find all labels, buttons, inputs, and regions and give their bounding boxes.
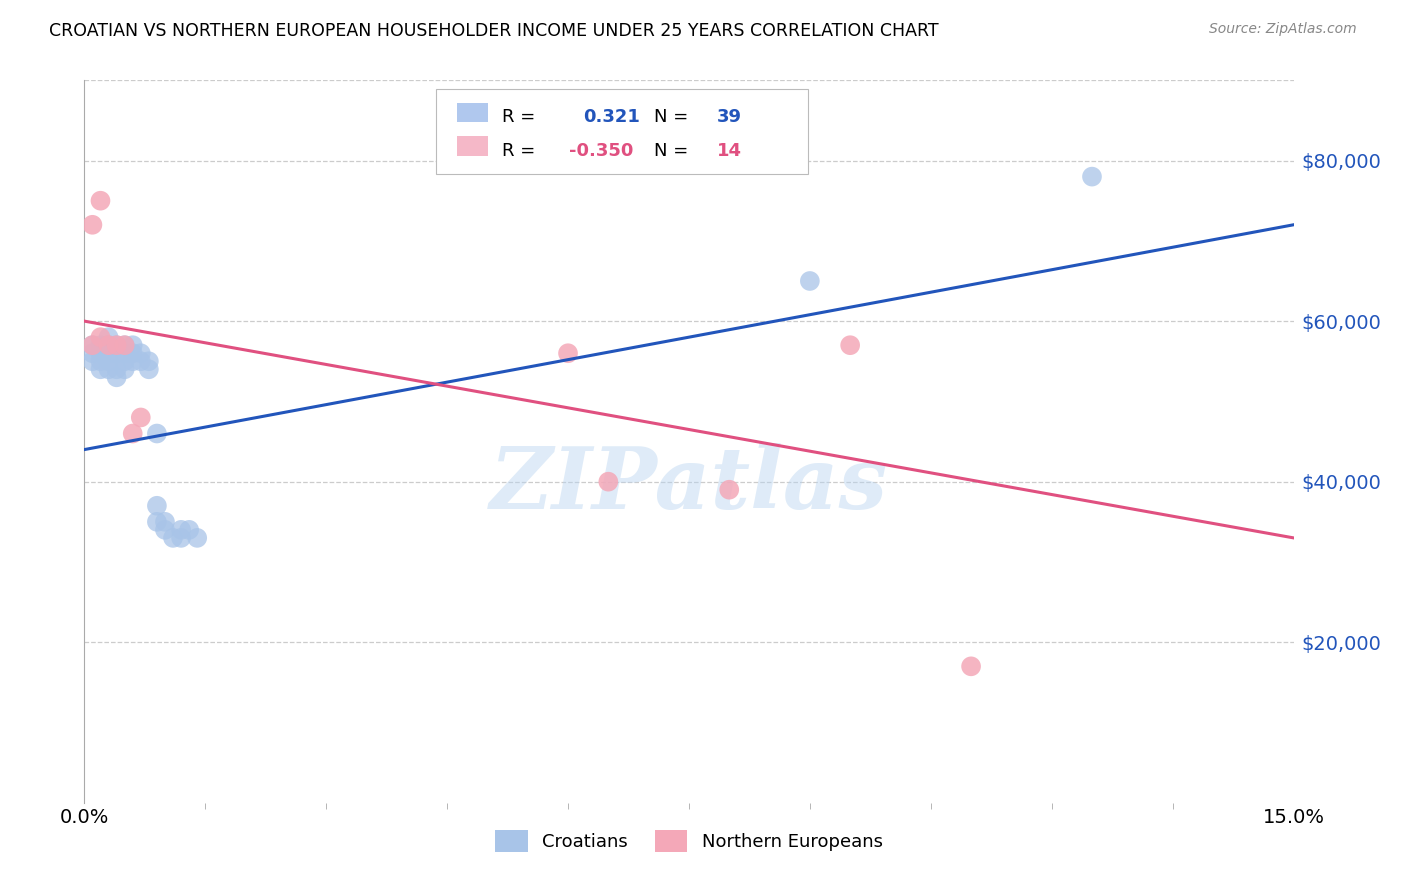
Point <box>138 362 160 376</box>
Point <box>121 426 143 441</box>
Point <box>121 346 143 360</box>
Point <box>82 218 104 232</box>
Point <box>129 346 152 360</box>
Text: N =: N = <box>654 142 688 160</box>
Point <box>162 531 184 545</box>
Point <box>114 346 136 360</box>
Point <box>89 194 111 208</box>
Point <box>97 338 120 352</box>
Point <box>105 346 128 360</box>
Point <box>89 330 111 344</box>
Text: R =: R = <box>502 142 536 160</box>
Point <box>97 362 120 376</box>
Point <box>105 338 128 352</box>
Point <box>114 338 136 352</box>
Point <box>186 531 208 545</box>
Point <box>1081 169 1104 184</box>
Point <box>153 515 176 529</box>
Point <box>105 362 128 376</box>
Point <box>82 354 104 368</box>
Point <box>170 523 193 537</box>
Point <box>129 354 152 368</box>
Point <box>146 515 169 529</box>
Text: 39: 39 <box>717 108 742 126</box>
Point <box>170 531 193 545</box>
Point <box>146 499 169 513</box>
Point <box>82 346 104 360</box>
Text: Source: ZipAtlas.com: Source: ZipAtlas.com <box>1209 22 1357 37</box>
Text: R =: R = <box>502 108 536 126</box>
Point <box>960 659 983 673</box>
Point <box>97 346 120 360</box>
Legend: Croatians, Northern Europeans: Croatians, Northern Europeans <box>488 822 890 859</box>
Point <box>114 338 136 352</box>
Text: 0.321: 0.321 <box>583 108 640 126</box>
Point <box>97 338 120 352</box>
Point <box>129 410 152 425</box>
Point <box>138 354 160 368</box>
Point <box>146 426 169 441</box>
Point <box>114 362 136 376</box>
Point <box>82 338 104 352</box>
Point <box>97 354 120 368</box>
Point <box>89 338 111 352</box>
Point <box>89 362 111 376</box>
Point <box>121 354 143 368</box>
Point <box>82 338 104 352</box>
Text: -0.350: -0.350 <box>569 142 634 160</box>
Point <box>153 523 176 537</box>
Point <box>557 346 579 360</box>
Point <box>179 523 201 537</box>
Point <box>121 338 143 352</box>
Text: ZIPatlas: ZIPatlas <box>489 443 889 526</box>
Point <box>105 370 128 384</box>
Point <box>89 354 111 368</box>
Point <box>89 346 111 360</box>
Point <box>598 475 620 489</box>
Point <box>97 330 120 344</box>
Text: N =: N = <box>654 108 688 126</box>
Text: CROATIAN VS NORTHERN EUROPEAN HOUSEHOLDER INCOME UNDER 25 YEARS CORRELATION CHAR: CROATIAN VS NORTHERN EUROPEAN HOUSEHOLDE… <box>49 22 939 40</box>
Point <box>718 483 741 497</box>
Point <box>799 274 821 288</box>
Point <box>114 354 136 368</box>
Point <box>839 338 862 352</box>
Point <box>105 338 128 352</box>
Text: 14: 14 <box>717 142 742 160</box>
